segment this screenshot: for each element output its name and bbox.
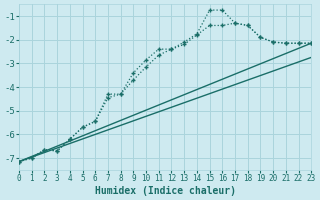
- X-axis label: Humidex (Indice chaleur): Humidex (Indice chaleur): [95, 186, 236, 196]
